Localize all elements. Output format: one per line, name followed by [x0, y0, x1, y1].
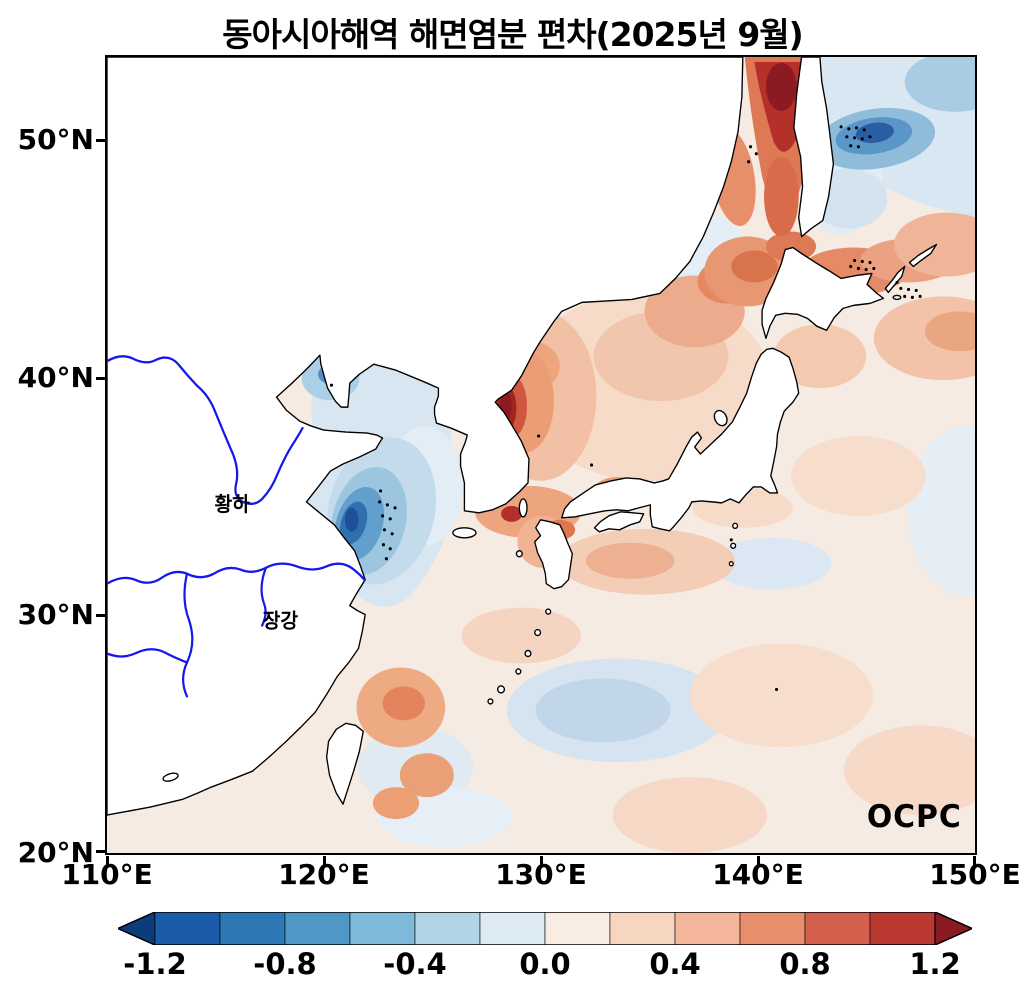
colorbar-segment [869, 912, 936, 945]
y-tick-mark [96, 377, 105, 380]
colorbar-segment [544, 912, 611, 945]
colorbar-segment [349, 912, 416, 945]
map-plot-area: 황하 장강 OCPC [105, 55, 977, 855]
coastline-shikoku [593, 511, 645, 533]
page-title: 동아시아해역 해면염분 편차(2025년 9월) [222, 15, 803, 54]
colorbar-tick-label: 1.2 [909, 947, 961, 981]
y-tick-20n: 20°N [17, 836, 94, 869]
significance-stipple [329, 125, 922, 692]
yellow-river-line [107, 355, 304, 505]
salinity-anomaly-map: 황하 장강 OCPC [107, 57, 975, 853]
ryukyu-islands [487, 550, 552, 705]
yangtze-tributary-line [107, 648, 189, 664]
x-tick-140e: 140°E [712, 858, 804, 891]
yellow-sea-negative-core [327, 437, 437, 585]
colorbar-segment [284, 912, 351, 945]
yellow-river-label: 황하 [215, 493, 250, 516]
izu-islands [728, 522, 739, 567]
colorbar-segment [804, 912, 871, 945]
island-shikotan [892, 294, 902, 301]
okhotsk-negative-core [816, 107, 936, 170]
rivers [107, 355, 366, 698]
colorbar-segment [739, 912, 806, 945]
yangtze-river-label: 장강 [263, 609, 298, 632]
colorbar-svg [118, 912, 972, 945]
colorbar-tick-label: 0.8 [779, 947, 831, 981]
colorbar-segment [154, 912, 221, 945]
x-tick-mark [973, 856, 976, 865]
coastline-mainland-asia [107, 57, 744, 816]
yangtze-tributary-line [182, 572, 194, 698]
x-tick-130e: 130°E [495, 858, 587, 891]
coastline-kyushu [534, 519, 573, 590]
x-tick-110e: 110°E [61, 858, 153, 891]
island-south-china-coast [162, 772, 179, 782]
y-tick-50n: 50°N [17, 123, 94, 156]
x-tick-mark [757, 856, 760, 865]
y-tick-mark [96, 139, 105, 142]
colorbar-segment [414, 912, 481, 945]
colorbar-tick-label: -1.2 [123, 947, 187, 981]
island-sado [713, 409, 728, 427]
x-tick-mark [323, 856, 326, 865]
colorbar-tick-label: -0.4 [383, 947, 447, 981]
x-tick-120e: 120°E [278, 858, 370, 891]
x-tick-mark [106, 856, 109, 865]
y-tick-40n: 40°N [17, 361, 94, 394]
colorbar-segment [479, 912, 546, 945]
colorbar-over-arrow [934, 912, 972, 945]
y-tick-mark [96, 850, 105, 853]
colorbar-tick-label: 0.0 [519, 947, 571, 981]
coastline-honshu [561, 347, 800, 532]
island-iturup [908, 243, 938, 268]
colorbar-segment [674, 912, 741, 945]
island-jeju [452, 527, 477, 539]
coastline-taiwan [325, 722, 364, 805]
y-tick-mark [96, 614, 105, 617]
coastline-hokkaido [761, 246, 885, 339]
colorbar: -1.2 -0.8 -0.4 0.0 0.4 0.8 1.2 [118, 912, 972, 1002]
y-tick-30n: 30°N [17, 598, 94, 631]
coastline-sakhalin [793, 57, 835, 238]
colorbar-tick-label: -0.8 [253, 947, 317, 981]
island-tsushima [518, 498, 528, 518]
x-tick-150e: 150°E [929, 858, 1021, 891]
colorbar-body [154, 912, 936, 945]
ocpc-logo: OCPC [867, 800, 962, 836]
colorbar-tick-label: 0.4 [649, 947, 701, 981]
x-tick-mark [540, 856, 543, 865]
yangtze-tributary-line [260, 566, 268, 627]
yangtze-river-line [107, 562, 366, 585]
colorbar-segment [609, 912, 676, 945]
colorbar-segment [219, 912, 286, 945]
coastlines [107, 57, 938, 816]
taiwan-ne-positive-patch [356, 667, 454, 820]
island-kunashir [884, 265, 906, 294]
colorbar-under-arrow [118, 912, 156, 945]
